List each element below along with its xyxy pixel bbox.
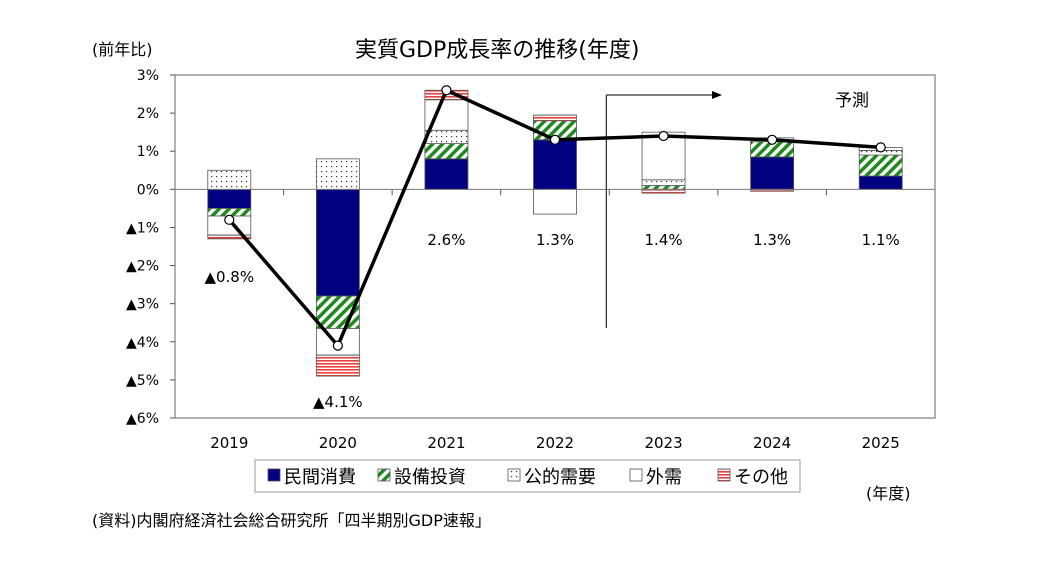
legend-swatch-solid (267, 468, 281, 482)
bar-horizontal-lines-2023 (641, 188, 686, 194)
y-tick-label: 1% (137, 144, 159, 160)
x-axis-unit-label: (年度) (866, 484, 911, 503)
chart-title: 実質GDP成長率の推移(年度) (355, 38, 640, 63)
y-tick-label: ▲6% (126, 411, 159, 427)
y-axis-unit-label: (前年比) (92, 40, 153, 59)
data-label-2019: ▲0.8% (204, 268, 254, 286)
legend-swatch-horizontal-lines (717, 468, 731, 482)
x-tick-label: 2024 (753, 434, 791, 452)
bar-dots-2019 (207, 169, 252, 190)
bar-dots-2021 (424, 129, 469, 144)
data-label-2022: 1.3% (536, 231, 574, 249)
bar-solid-2024 (750, 156, 795, 190)
bar-diagonal-stripes-2021 (424, 143, 469, 160)
bar-solid-2025 (858, 175, 903, 190)
bar-solid-2022 (533, 139, 577, 190)
data-label-2025: 1.1% (862, 231, 900, 249)
y-tick-label: 3% (137, 68, 159, 84)
bar-solid-2021 (424, 158, 469, 190)
gdp-growth-point-2024 (767, 134, 778, 145)
gdp-growth-point-2023 (658, 130, 669, 142)
x-tick-label: 2023 (644, 434, 682, 452)
bar-horizontal-lines-2019 (207, 234, 252, 240)
x-tick-label: 2021 (427, 434, 465, 452)
gdp-growth-point-2021 (441, 85, 452, 96)
y-tick-label: 0% (137, 182, 159, 198)
legend-swatch-dots (507, 468, 521, 482)
forecast-arrow-head (712, 91, 722, 99)
legend-label: 民間消費 (284, 467, 356, 488)
data-label-2020: ▲4.1% (313, 393, 363, 411)
x-tick-label: 2025 (862, 434, 900, 452)
bar-solid-2020 (315, 188, 360, 297)
bar-dots-2020 (315, 158, 360, 190)
y-tick-label: ▲1% (126, 220, 159, 236)
data-label-2023: 1.4% (645, 231, 683, 249)
x-tick-label: 2019 (210, 434, 248, 452)
y-tick-label: ▲4% (126, 335, 159, 351)
legend-label: 設備投資 (394, 467, 466, 488)
bar-dots-2023 (641, 179, 686, 186)
bar-horizontal-lines-2022 (533, 114, 577, 122)
x-tick-label: 2022 (536, 434, 574, 452)
legend-label: 公的需要 (524, 467, 596, 488)
bar-diagonal-stripes-2023 (641, 185, 686, 190)
gdp-growth-point-2025 (875, 142, 886, 153)
y-tick-label: ▲3% (126, 297, 159, 313)
legend-swatch-diagonal-stripes (377, 468, 391, 482)
legend-label: その他 (734, 467, 788, 488)
y-tick-label: ▲5% (126, 373, 159, 389)
data-label-2024: 1.3% (753, 231, 791, 249)
gdp-growth-point-2020 (332, 340, 343, 351)
bar-horizontal-lines-2020 (315, 354, 360, 377)
y-tick-label: 2% (137, 106, 159, 122)
data-label-2021: 2.6% (427, 231, 465, 249)
legend-swatch-white (629, 468, 643, 482)
x-tick-label: 2020 (319, 434, 357, 452)
legend-label: 外需 (646, 467, 682, 488)
plot-area-border (174, 74, 936, 419)
gdp-growth-point-2022 (549, 134, 561, 145)
bar-diagonal-stripes-2025 (858, 154, 903, 177)
gdp-growth-point-2019 (224, 214, 235, 225)
source-note: (資料)内閣府経済社会総合研究所「四半期別GDP速報」 (92, 511, 491, 530)
y-tick-label: ▲2% (126, 259, 159, 275)
legend-box (254, 459, 801, 493)
bar-white-2022 (533, 188, 577, 215)
forecast-label: 予測 (835, 91, 869, 111)
bar-solid-2019 (207, 188, 252, 209)
